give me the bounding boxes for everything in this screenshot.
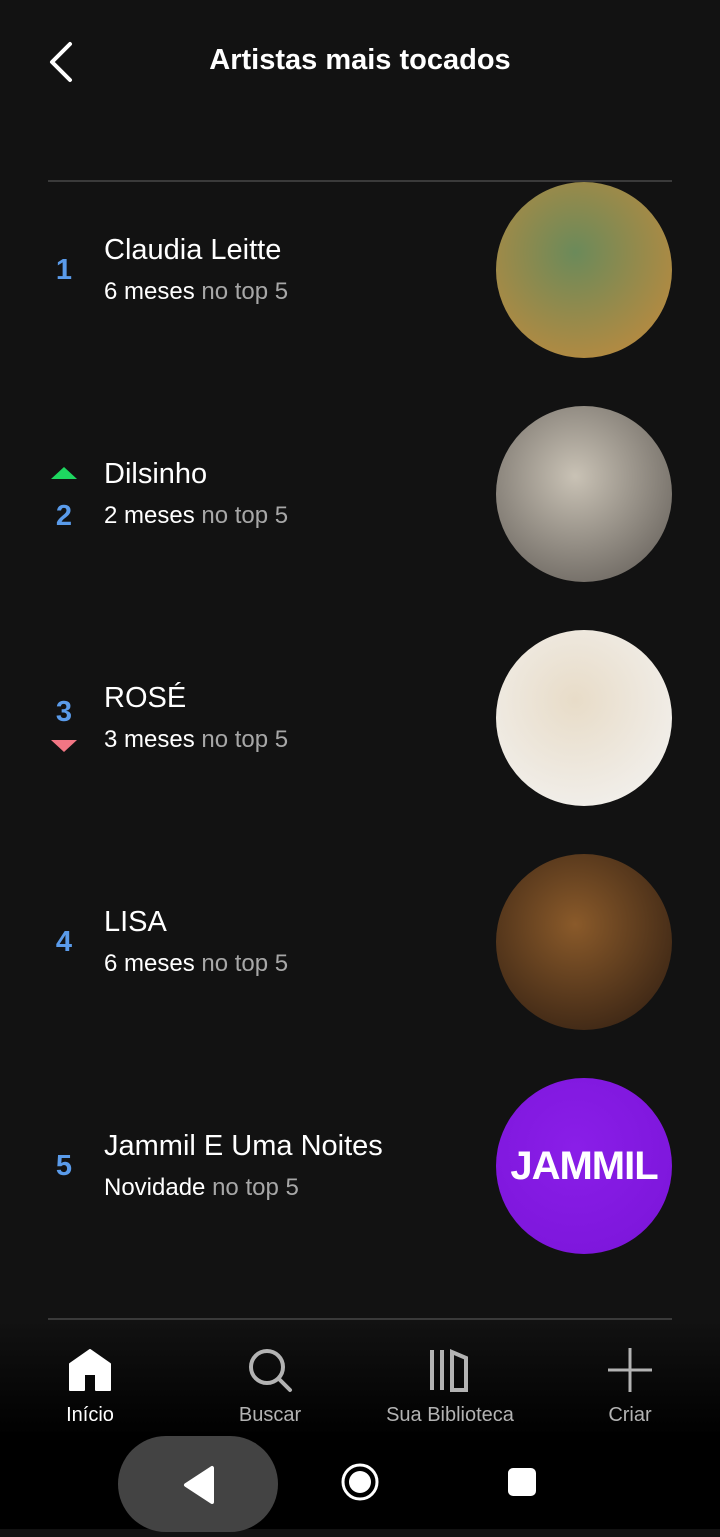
nav-label: Sua Biblioteca xyxy=(386,1404,514,1426)
months-suffix: no top 5 xyxy=(201,502,289,529)
divider xyxy=(48,1318,672,1320)
artist-name: Claudia Leitte xyxy=(104,234,282,266)
artist-avatar[interactable]: JAMMIL xyxy=(496,1078,672,1254)
header: Artistas mais tocados xyxy=(0,0,720,120)
months-in-top: 3 meses no top 5 xyxy=(104,726,288,754)
system-back-button[interactable] xyxy=(118,1436,278,1532)
back-triangle-icon xyxy=(184,1466,214,1504)
rank-number: 1 xyxy=(55,254,73,286)
chevron-left-icon[interactable] xyxy=(44,40,84,84)
system-nav-bar xyxy=(0,1432,720,1532)
months-count: 2 meses xyxy=(104,502,195,529)
rank-number: 2 xyxy=(55,500,73,532)
nav-search[interactable]: Buscar xyxy=(180,1346,360,1427)
rank-number: 4 xyxy=(55,926,73,958)
artist-row[interactable]: 3 ROSÉ 3 meses no top 5 xyxy=(0,606,720,830)
months-suffix: no top 5 xyxy=(201,726,289,753)
months-suffix: no top 5 xyxy=(201,950,289,977)
months-count: 3 meses xyxy=(104,726,195,753)
months-count: 6 meses xyxy=(104,278,195,305)
artist-name: Dilsinho xyxy=(104,458,208,490)
nav-label: Criar xyxy=(608,1404,652,1426)
artist-avatar[interactable] xyxy=(496,630,672,806)
rank-number: 3 xyxy=(55,696,73,728)
bottom-nav: Início Buscar Sua Biblioteca Criar xyxy=(0,1320,720,1440)
library-icon xyxy=(430,1348,468,1392)
plus-icon xyxy=(608,1348,652,1392)
artist-row[interactable]: 1 Claudia Leitte 6 meses no top 5 xyxy=(0,158,720,382)
search-icon xyxy=(249,1349,292,1392)
months-suffix: no top 5 xyxy=(201,278,289,305)
months-count: 6 meses xyxy=(104,950,195,977)
artist-avatar[interactable] xyxy=(496,406,672,582)
nav-home[interactable]: Início xyxy=(0,1346,180,1427)
trend-down-icon xyxy=(51,740,77,752)
artist-row[interactable]: 5 Jammil E Uma Noites Novidade no top 5 … xyxy=(0,1054,720,1278)
artist-avatar[interactable] xyxy=(496,854,672,1030)
rank-number: 5 xyxy=(55,1150,73,1182)
artist-name: LISA xyxy=(104,906,167,938)
months-suffix: no top 5 xyxy=(212,1174,299,1201)
artist-row[interactable]: 2 Dilsinho 2 meses no top 5 xyxy=(0,382,720,606)
months-in-top: 6 meses no top 5 xyxy=(104,278,288,306)
system-recents-button[interactable] xyxy=(508,1468,536,1496)
artist-avatar[interactable] xyxy=(496,182,672,358)
nav-library[interactable]: Sua Biblioteca xyxy=(360,1346,540,1427)
months-in-top: 2 meses no top 5 xyxy=(104,502,288,530)
months-in-top: Novidade no top 5 xyxy=(104,1174,299,1202)
artist-name: Jammil E Uma Noites xyxy=(104,1130,383,1162)
page-title: Artistas mais tocados xyxy=(209,44,511,76)
artist-name: ROSÉ xyxy=(104,682,187,714)
trend-up-icon xyxy=(51,467,77,479)
nav-create[interactable]: Criar xyxy=(540,1346,720,1427)
months-in-top: 6 meses no top 5 xyxy=(104,950,288,978)
nav-label: Início xyxy=(66,1404,114,1426)
months-count: Novidade xyxy=(104,1174,206,1201)
artist-row[interactable]: 4 LISA 6 meses no top 5 xyxy=(0,830,720,1054)
system-home-button[interactable] xyxy=(340,1462,380,1502)
home-icon xyxy=(69,1349,111,1391)
avatar-logo: JAMMIL xyxy=(510,1143,658,1188)
divider xyxy=(48,180,672,182)
nav-label: Buscar xyxy=(238,1404,302,1426)
